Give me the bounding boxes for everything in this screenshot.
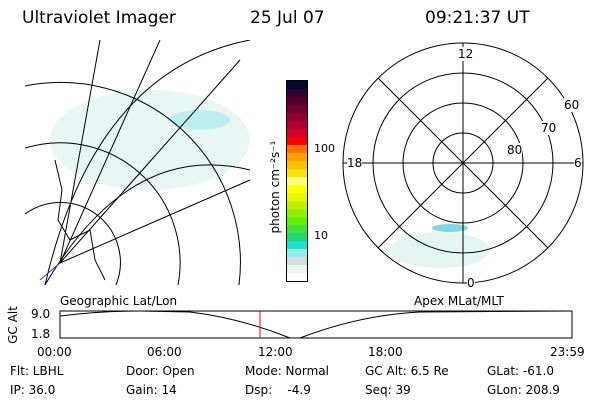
- colorbar-label: photon cm⁻²s⁻¹: [268, 140, 282, 234]
- colorbar-segment: [287, 233, 307, 241]
- colorbar-segment: [287, 137, 307, 145]
- colorbar-segment: [287, 193, 307, 201]
- aurora-glow: [170, 110, 230, 130]
- colorbar-segment: [287, 217, 307, 225]
- colorbar-segment: [287, 105, 307, 113]
- colorbar-segment: [287, 177, 307, 185]
- lat-label: 80: [507, 143, 523, 157]
- lat-arc: [25, 82, 241, 285]
- aurora-glow: [50, 90, 250, 190]
- colorbar-segment: [287, 81, 307, 89]
- colorbar-segment: [287, 257, 307, 265]
- colorbar-segment: [287, 241, 307, 249]
- geo-title: Geographic Lat/Lon: [60, 294, 178, 308]
- ip-info: IP: 36.0: [10, 383, 56, 397]
- xtick: 00:00: [37, 345, 72, 359]
- colorbar-segment: [287, 121, 307, 129]
- alt-plot: [59, 310, 573, 339]
- geographic-map: [25, 40, 251, 285]
- date-label: 25 Jul 07: [250, 8, 325, 28]
- xtick: 18:00: [368, 345, 403, 359]
- colorbar-segment: [287, 89, 307, 97]
- colorbar-segment: [287, 153, 307, 161]
- colorbar-segment: [287, 161, 307, 169]
- colorbar-segment: [287, 169, 307, 177]
- colorbar-segment: [287, 129, 307, 137]
- colorbar-segment: [287, 209, 307, 217]
- lat-arc: [25, 142, 181, 285]
- colorbar-segment: [287, 273, 307, 281]
- dsp-info: Dsp: -4.9: [245, 383, 311, 397]
- colorbar-segment: [287, 201, 307, 209]
- alt-curve: [59, 310, 573, 339]
- colorbar-segment: [287, 265, 307, 273]
- mode-info: Mode: Normal: [245, 364, 329, 378]
- time-label: 09:21:37 UT: [425, 8, 530, 28]
- xtick: 23:59: [550, 345, 585, 359]
- glat-info: GLat: -61.0: [487, 364, 554, 378]
- lat-arc: [25, 201, 121, 285]
- colorbar-segment: [287, 97, 307, 105]
- seq-info: Seq: 39: [365, 383, 411, 397]
- lat-label: 60: [564, 98, 580, 112]
- mlt-label-right: 6: [574, 156, 582, 170]
- app-title: Ultraviolet Imager: [22, 8, 176, 28]
- xtick: 12:00: [258, 345, 293, 359]
- colorbar-segment: [287, 225, 307, 233]
- glon-info: GLon: 208.9: [487, 383, 560, 397]
- ytick: 1.8: [31, 327, 51, 341]
- alt-ylabel: GC Alt: [5, 306, 20, 344]
- mlt-label-left: 18: [347, 156, 363, 170]
- colorbar-segment: [287, 113, 307, 121]
- mlt-label-top: 12: [458, 47, 474, 61]
- polar-plot: [342, 42, 584, 284]
- filter-info: Flt: LBHL: [10, 364, 64, 378]
- gcalt-info: GC Alt: 6.5 Re: [365, 364, 449, 378]
- colorbar-segment: [287, 249, 307, 257]
- colorbar-tick: 100: [314, 142, 335, 155]
- colorbar-tick: 10: [314, 229, 328, 242]
- colorbar-segment: [287, 185, 307, 193]
- colorbar: [286, 80, 308, 282]
- mlt-label-bottom: 0: [467, 276, 475, 290]
- colorbar-segment: [287, 145, 307, 153]
- lat-label: 70: [541, 121, 557, 135]
- ytick: 9.0: [31, 307, 51, 321]
- apex-title: Apex MLat/MLT: [414, 294, 504, 308]
- gain-info: Gain: 14: [126, 383, 177, 397]
- door-info: Door: Open: [126, 364, 195, 378]
- xtick: 06:00: [147, 345, 182, 359]
